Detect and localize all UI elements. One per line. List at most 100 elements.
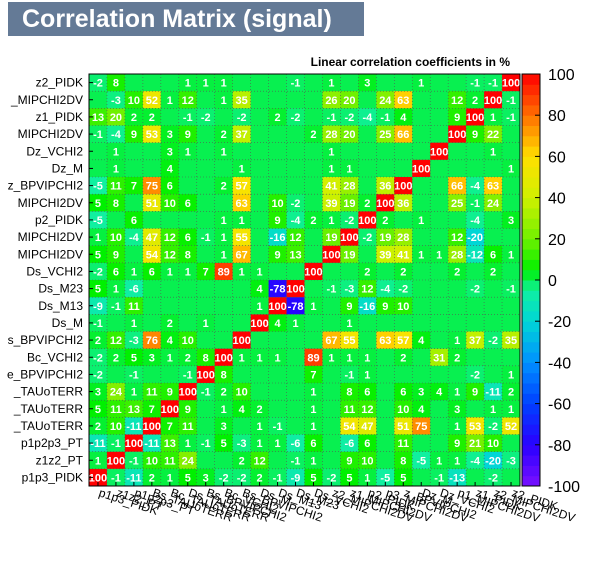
cell-value-label: 2 bbox=[364, 198, 370, 210]
cell-value-label: 1 bbox=[185, 146, 191, 158]
heatmap-cell bbox=[178, 348, 197, 366]
cell-value-label: 12 bbox=[361, 284, 373, 296]
cell-value-label: 100 bbox=[125, 438, 143, 450]
cell-value-label: 100 bbox=[466, 112, 484, 124]
y-tick-label: z_BPVIPCHI2 bbox=[8, 179, 84, 193]
cell-value-label: 4 bbox=[418, 335, 425, 347]
heatmap-cell bbox=[160, 348, 179, 366]
heatmap-cell bbox=[178, 245, 197, 263]
heatmap-cell bbox=[322, 331, 341, 349]
colorbar-tick-label: 20 bbox=[548, 232, 566, 249]
colorbar-segment bbox=[522, 352, 540, 363]
heatmap-cell bbox=[178, 142, 197, 160]
colorbar-segment bbox=[522, 177, 540, 188]
cell-value-label: 1 bbox=[185, 266, 191, 278]
heatmap-cell bbox=[160, 314, 179, 332]
cell-value-label: 19 bbox=[325, 232, 337, 244]
heatmap-cell bbox=[214, 125, 233, 143]
y-tick-label: p1p3_PIDK bbox=[22, 470, 83, 484]
heatmap-cell bbox=[160, 159, 179, 177]
heatmap-cell bbox=[466, 280, 485, 298]
cell-value-label: -4 bbox=[470, 455, 481, 467]
heatmap-cell bbox=[376, 228, 395, 246]
heatmap-cell bbox=[448, 383, 467, 401]
colorbar-segment bbox=[522, 146, 540, 157]
cell-value-label: 10 bbox=[110, 421, 122, 433]
cell-value-label: 9 bbox=[275, 249, 281, 261]
heatmap-cell bbox=[394, 297, 413, 315]
heatmap-cell bbox=[178, 228, 197, 246]
cell-value-label: 9 bbox=[472, 129, 478, 141]
heatmap-cell bbox=[106, 159, 125, 177]
cell-value-label: 6 bbox=[113, 266, 119, 278]
cell-value-label: 1 bbox=[113, 146, 119, 158]
heatmap-cell bbox=[160, 125, 179, 143]
heatmap-cell bbox=[358, 383, 377, 401]
cell-value-label: 1 bbox=[418, 215, 424, 227]
cell-value-label: 9 bbox=[185, 129, 191, 141]
heatmap-cell bbox=[178, 451, 197, 469]
cell-value-label: 20 bbox=[343, 95, 355, 107]
heatmap-cell bbox=[232, 159, 251, 177]
heatmap-cell bbox=[106, 400, 125, 418]
heatmap-cell bbox=[466, 331, 485, 349]
cell-value-label: 1 bbox=[239, 352, 245, 364]
heatmap-cell bbox=[124, 91, 143, 109]
heatmap-cell bbox=[340, 314, 359, 332]
heatmap-cell bbox=[214, 383, 233, 401]
heatmap-cell bbox=[502, 108, 520, 126]
cell-value-label: 8 bbox=[346, 387, 352, 399]
heatmap-cell bbox=[106, 262, 125, 280]
heatmap-cell bbox=[340, 417, 359, 435]
cell-value-label: -1 bbox=[201, 438, 211, 450]
cell-value-label: 11 bbox=[397, 438, 409, 450]
cell-value-label: 100 bbox=[161, 404, 179, 416]
colorbar-tick-label: 60 bbox=[548, 149, 566, 166]
cell-value-label: 8 bbox=[203, 352, 209, 364]
colorbar-segment bbox=[522, 187, 540, 199]
heatmap-cell bbox=[178, 383, 197, 401]
heatmap-cell bbox=[322, 91, 341, 109]
heatmap-cell bbox=[178, 74, 197, 92]
heatmap-cell bbox=[160, 262, 179, 280]
colorbar-segment bbox=[522, 238, 540, 250]
cell-value-label: 12 bbox=[253, 455, 265, 467]
cell-value-label: 28 bbox=[325, 129, 337, 141]
heatmap-cell bbox=[214, 348, 233, 366]
heatmap-cell bbox=[89, 177, 107, 195]
heatmap-cell bbox=[340, 365, 359, 383]
heatmap-cell bbox=[340, 159, 359, 177]
heatmap-cell bbox=[268, 297, 287, 315]
heatmap-cell bbox=[430, 383, 449, 401]
y-tick-label: _MIPCHI2DV bbox=[10, 93, 83, 107]
cell-value-label: 51 bbox=[397, 421, 409, 433]
cell-value-label: 8 bbox=[400, 455, 406, 467]
heatmap-cell bbox=[358, 348, 377, 366]
heatmap-cell bbox=[448, 331, 467, 349]
heatmap-cell bbox=[502, 159, 520, 177]
cell-value-label: 9 bbox=[346, 301, 352, 313]
colorbar-segment bbox=[522, 218, 540, 229]
heatmap-cell bbox=[322, 280, 341, 298]
heatmap-cell bbox=[89, 434, 107, 452]
heatmap-cell bbox=[232, 194, 251, 212]
cell-value-label: 100 bbox=[502, 78, 520, 90]
cell-value-label: -13 bbox=[449, 472, 465, 484]
cell-value-label: 3 bbox=[418, 387, 424, 399]
heatmap-cell bbox=[502, 245, 520, 263]
heatmap-cell bbox=[89, 125, 107, 143]
heatmap-cell bbox=[394, 228, 413, 246]
cell-value-label: 3 bbox=[149, 352, 155, 364]
heatmap-cell bbox=[268, 245, 287, 263]
cell-value-label: 5 bbox=[185, 472, 191, 484]
cell-value-label: 1 bbox=[257, 438, 263, 450]
cell-value-label: -1 bbox=[183, 369, 193, 381]
heatmap-cell bbox=[286, 74, 305, 92]
heatmap-cell bbox=[196, 383, 215, 401]
colorbar-segment bbox=[522, 104, 540, 116]
heatmap-cell bbox=[466, 74, 485, 92]
cell-value-label: 54 bbox=[146, 249, 159, 261]
cell-value-label: -2 bbox=[488, 421, 498, 433]
cell-value-label: 1 bbox=[95, 455, 101, 467]
cell-value-label: -11 bbox=[126, 472, 141, 484]
